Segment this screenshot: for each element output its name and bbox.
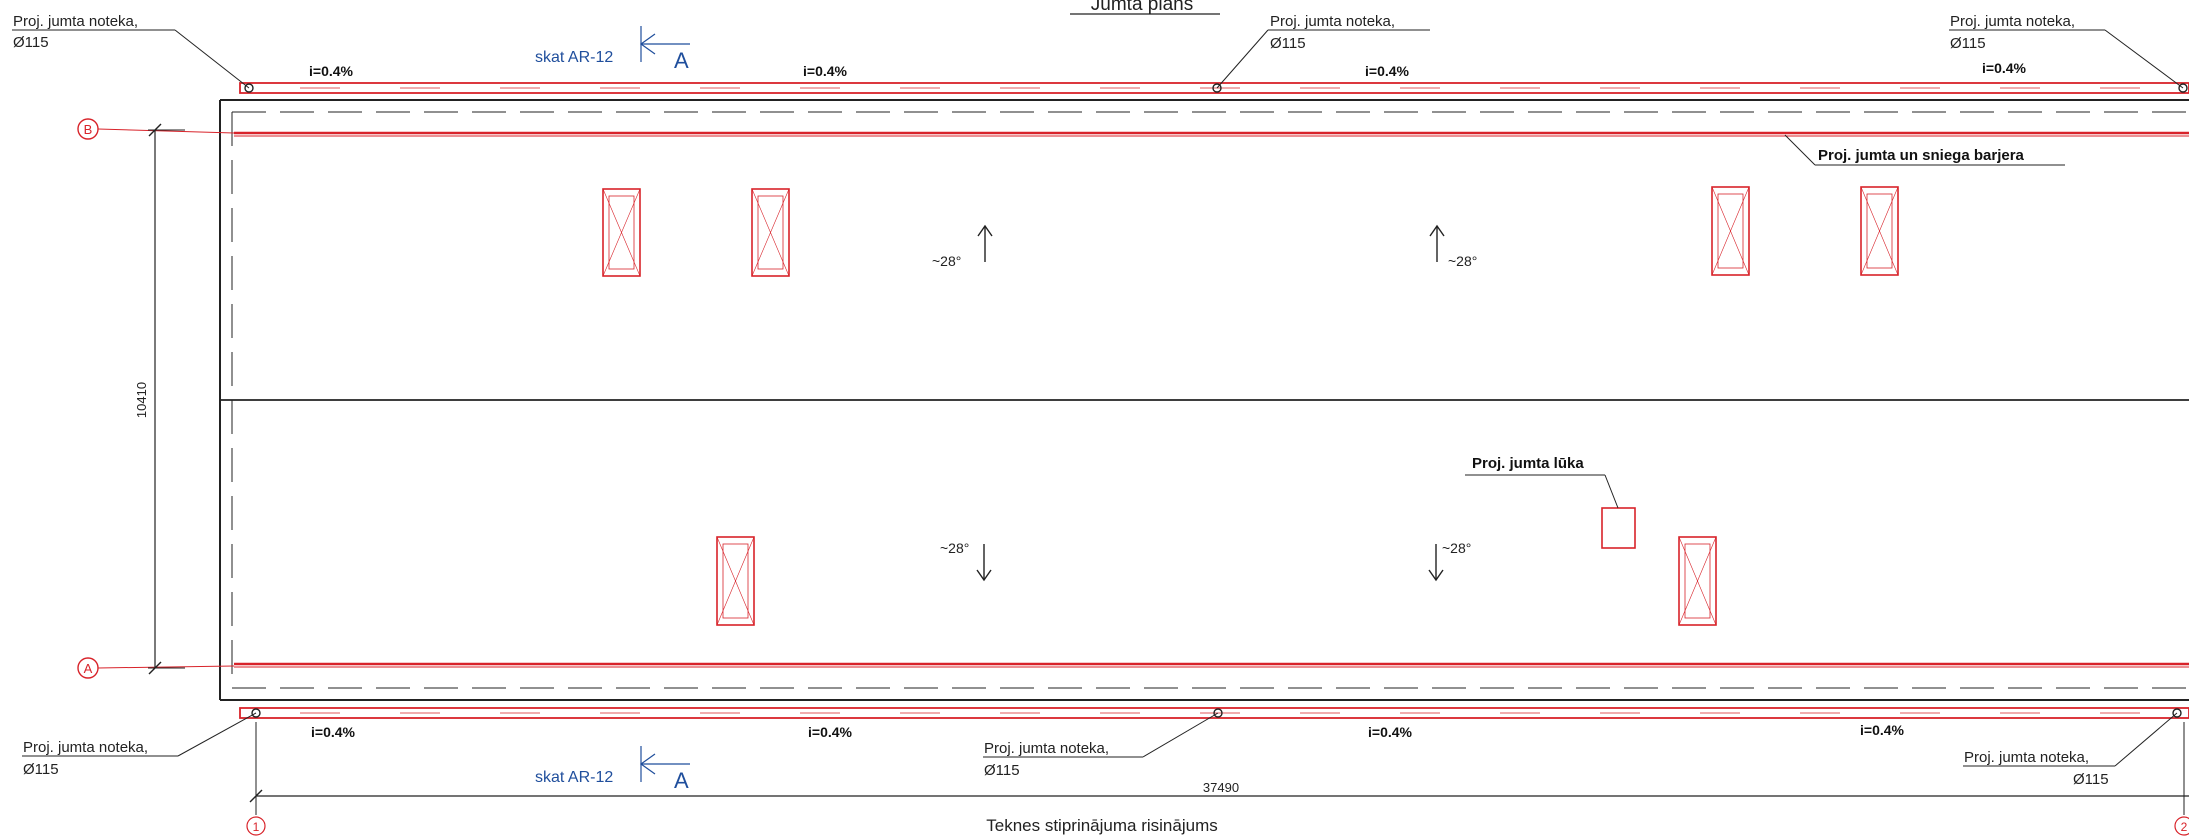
gutter-slope-bottom-1: i=0.4% [311, 724, 356, 740]
skylight-bottom-2 [1678, 536, 1717, 626]
skylight-top-1 [602, 188, 641, 277]
drain-bottom-left-leader [177, 712, 257, 757]
axis-label-2: 2 [2181, 820, 2188, 834]
drain-bottom-left-label: Proj. jumta noteka, [23, 739, 148, 756]
drawing-subtitle: Teknes stiprinājuma risinājums [986, 816, 1217, 835]
axis-line-b [97, 128, 235, 134]
horizontal-dimension-value: 37490 [1203, 780, 1239, 795]
gutter-slope-top-1: i=0.4% [309, 63, 354, 79]
drawing-title: Jumta plāns [1091, 0, 1193, 15]
snow-barrier-leader [1784, 134, 1816, 166]
gutter-slope-bottom-2: i=0.4% [808, 724, 853, 740]
snow-barrier-label: Proj. jumta un sniega barjera [1818, 147, 2025, 164]
drain-top-right-leader [2104, 29, 2184, 89]
drain-top-left-label: Proj. jumta noteka, [13, 13, 138, 30]
horizontal-dimension-tick-left [249, 789, 263, 803]
drain-bottom-right-label: Proj. jumta noteka, [1964, 749, 2089, 766]
drain-top-center-leader [1216, 29, 1269, 89]
bottom-gutter [239, 707, 2189, 719]
drain-top-center-label: Proj. jumta noteka, [1270, 13, 1395, 30]
axis-line-a [97, 665, 235, 669]
drain-bottom-center-leader [1142, 712, 1219, 758]
drain-bottom-right [2172, 708, 2182, 718]
top-gutter [239, 82, 2189, 94]
drain-bottom-left-diameter: Ø115 [23, 761, 59, 778]
slope-arrow-down-left [976, 544, 992, 582]
gutter-slope-bottom-3: i=0.4% [1368, 724, 1413, 740]
slope-arrow-up-right [1429, 224, 1445, 262]
gutter-slope-top-3: i=0.4% [1365, 63, 1410, 79]
roof-hatch [1601, 507, 1636, 549]
drain-top-left [244, 83, 254, 93]
drain-bottom-center [1213, 708, 1223, 718]
skylight-top-4 [1860, 186, 1899, 276]
drain-top-left-leader [174, 29, 250, 89]
section-ref-bottom-text: skat AR-12 [535, 769, 613, 786]
drain-top-right-label: Proj. jumta noteka, [1950, 13, 2075, 30]
drain-bottom-left [251, 708, 261, 718]
drain-top-left-diameter: Ø115 [13, 34, 49, 51]
section-ref-top-text: skat AR-12 [535, 49, 613, 66]
section-arrow-bottom [639, 746, 690, 782]
gutter-slope-top-4: i=0.4% [1982, 60, 2027, 76]
gutter-slope-bottom-4: i=0.4% [1860, 722, 1905, 738]
vertical-dimension-tick-bottom [148, 661, 162, 675]
skylight-bottom-1 [716, 536, 755, 626]
drain-bottom-center-label: Proj. jumta noteka, [984, 740, 1109, 757]
skylight-top-3 [1711, 186, 1750, 276]
axis-label-1: 1 [253, 820, 260, 834]
section-ref-top-letter: A [674, 48, 689, 73]
axis-label-a: A [84, 661, 93, 676]
gutter-slope-top-2: i=0.4% [803, 63, 848, 79]
drain-bottom-center-diameter: Ø115 [984, 762, 1020, 779]
roof-hatch-leader [1604, 474, 1619, 509]
drain-top-right [2178, 83, 2188, 93]
section-ref-bottom-letter: A [674, 768, 689, 793]
slope-arrow-up-left [977, 224, 993, 262]
vertical-dimension-value: 10410 [134, 382, 149, 418]
slope-arrow-down-right [1428, 544, 1444, 582]
roof-hatch-label: Proj. jumta lūka [1472, 455, 1584, 472]
drain-bottom-right-diameter: Ø115 [2073, 771, 2109, 788]
section-arrow-top [639, 26, 690, 62]
drain-top-right-diameter: Ø115 [1950, 35, 1986, 52]
skylight-top-2 [751, 188, 790, 277]
axis-bubble-2 [2174, 816, 2189, 836]
slope-label-up-left: ~28° [932, 253, 961, 269]
slope-label-down-left: ~28° [940, 540, 969, 556]
vertical-dimension-tick-top [148, 123, 162, 137]
drain-bottom-right-leader [2114, 712, 2178, 767]
axis-bubble-1 [246, 816, 266, 836]
drain-top-center [1212, 83, 1222, 93]
slope-label-down-right: ~28° [1442, 540, 1471, 556]
drain-top-center-diameter: Ø115 [1270, 35, 1306, 52]
slope-label-up-right: ~28° [1448, 253, 1477, 269]
axis-label-b: B [84, 122, 93, 137]
